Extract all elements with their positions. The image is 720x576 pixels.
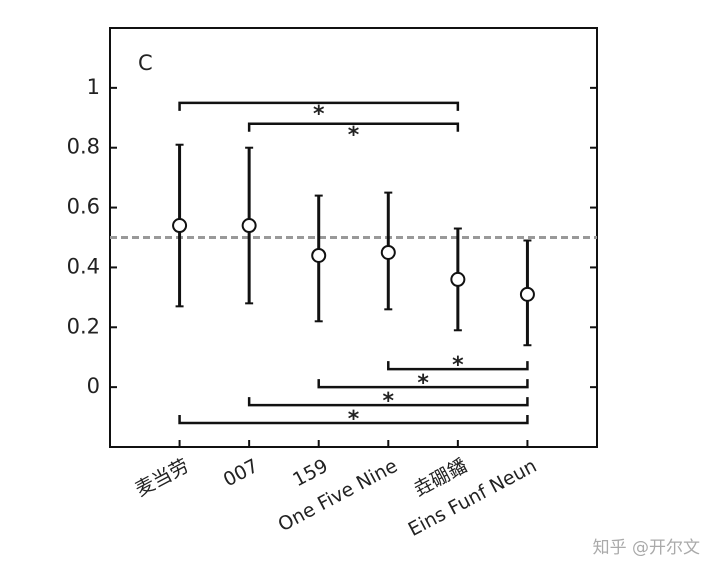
x-tick-label: One Five Nine	[275, 455, 402, 536]
point	[241, 218, 257, 234]
significance-label: *	[348, 407, 360, 432]
significance-label: *	[417, 371, 429, 396]
y-tick-label: 0	[87, 374, 100, 398]
y-tick-label: 0.8	[67, 135, 100, 159]
y-tick-label: 0.2	[67, 314, 100, 338]
significance-bracket	[178, 101, 460, 111]
panel-label: C	[138, 51, 153, 75]
significance-bracket	[247, 397, 529, 407]
point	[172, 218, 188, 234]
y-tick-label: 0.4	[67, 254, 100, 278]
point	[519, 286, 535, 302]
significance-bracket	[178, 415, 529, 425]
x-tick-label: 麦当劳	[132, 455, 193, 501]
point	[380, 244, 396, 260]
significance-label: *	[383, 389, 395, 414]
point	[450, 271, 466, 287]
significance-bracket	[387, 361, 529, 371]
point	[311, 247, 327, 263]
significance-label: *	[348, 123, 360, 148]
significance-label: *	[313, 102, 325, 127]
watermark: 知乎 @开尔文	[593, 538, 700, 558]
significance-label: *	[452, 353, 464, 378]
significance-bracket	[247, 122, 460, 132]
x-tick-label: 007	[220, 455, 262, 491]
x-tick-label: 159	[289, 455, 331, 491]
y-tick-label: 1	[87, 75, 100, 99]
significance-bracket	[317, 379, 529, 389]
y-tick-label: 0.6	[67, 195, 100, 219]
